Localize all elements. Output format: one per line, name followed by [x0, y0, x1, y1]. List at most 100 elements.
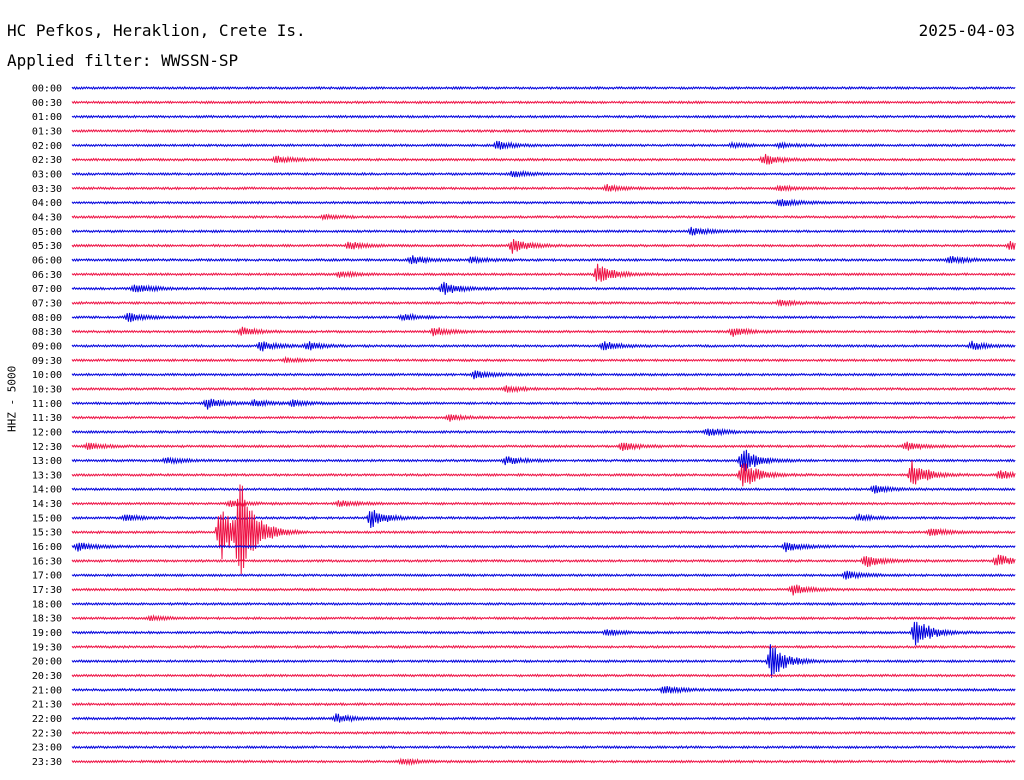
row-time-label: 02:30 [32, 155, 62, 166]
seismic-trace-row [71, 153, 1016, 165]
record-date: 2025-04-03 [918, 21, 1015, 40]
seismic-trace-row [71, 509, 1016, 529]
row-time-label: 21:30 [32, 700, 62, 711]
seismic-trace-row [71, 499, 1016, 508]
seismic-trace-row [71, 484, 1016, 575]
seismic-trace-row [71, 621, 1016, 646]
seismic-trace-row [71, 745, 1016, 750]
row-time-label: 12:00 [32, 427, 62, 438]
seismic-trace-row [71, 460, 1016, 487]
seismic-trace-row [71, 255, 1016, 265]
seismic-trace-row [71, 299, 1016, 308]
seismic-trace-row [71, 554, 1016, 568]
row-time-label: 06:00 [32, 255, 62, 266]
seismic-trace-row [71, 441, 1016, 451]
seismic-trace-row [71, 413, 1016, 422]
seismic-trace-row [71, 713, 1016, 723]
seismic-trace-row [71, 128, 1016, 134]
row-time-label: 07:00 [32, 284, 62, 295]
seismic-trace-row [71, 757, 1016, 766]
row-time-label: 09:00 [32, 341, 62, 352]
row-time-label: 15:00 [32, 513, 62, 524]
seismic-trace-row [71, 263, 1016, 282]
row-time-label: 19:30 [32, 642, 62, 653]
row-time-label: 17:00 [32, 571, 62, 582]
row-time-label: 05:30 [32, 241, 62, 252]
row-time-label: 22:30 [32, 728, 62, 739]
seismic-trace-row [71, 614, 1016, 622]
trace-rows [71, 85, 1016, 766]
row-time-label: 05:00 [32, 227, 62, 238]
row-time-label: 02:00 [32, 141, 62, 152]
row-time-label: 04:30 [32, 212, 62, 223]
row-time-label: 16:30 [32, 556, 62, 567]
seismic-trace-row [71, 644, 1016, 678]
row-time-label: 12:30 [32, 442, 62, 453]
row-time-label: 04:00 [32, 198, 62, 209]
row-time-label: 00:00 [32, 84, 62, 95]
row-time-label: 22:00 [32, 714, 62, 725]
row-time-label: 08:00 [32, 313, 62, 324]
row-time-label: 17:30 [32, 585, 62, 596]
row-time-label: 01:30 [32, 126, 62, 137]
seismic-trace-row [71, 340, 1016, 352]
seismic-trace-row [71, 370, 1016, 380]
seismic-trace-row [71, 183, 1016, 193]
seismic-trace-row [71, 601, 1016, 606]
row-time-label: 23:30 [32, 757, 62, 768]
seismic-trace-row [71, 685, 1016, 695]
row-time-label: 23:00 [32, 743, 62, 754]
seismic-trace-row [71, 398, 1016, 410]
row-time-label: 13:30 [32, 470, 62, 481]
row-time-label: 11:30 [32, 413, 62, 424]
row-time-label: 18:30 [32, 614, 62, 625]
station-title: HC Pefkos, Heraklion, Crete Is. [7, 21, 306, 40]
seismic-trace-row [71, 542, 1016, 553]
row-time-label: 10:00 [32, 370, 62, 381]
seismic-trace-row [71, 584, 1016, 596]
row-time-label: 00:30 [32, 98, 62, 109]
row-time-labels: 00:00 00:30 01:00 01:30 02:00 02:30 03:00 03:30… [32, 84, 62, 769]
row-time-label: 19:00 [32, 628, 62, 639]
seismic-trace-row [71, 427, 1016, 437]
row-time-label: 03:00 [32, 169, 62, 180]
seismic-trace-row [71, 312, 1016, 323]
seismic-trace-row [71, 644, 1016, 650]
row-time-label: 16:00 [32, 542, 62, 553]
row-time-label: 03:30 [32, 184, 62, 195]
row-time-label: 11:00 [32, 399, 62, 410]
row-time-label: 09:30 [32, 356, 62, 367]
seismic-trace-row [71, 239, 1016, 254]
row-time-label: 08:30 [32, 327, 62, 338]
row-time-label: 14:30 [32, 499, 62, 510]
row-time-label: 18:00 [32, 599, 62, 610]
seismic-trace-row [71, 385, 1016, 394]
row-time-label: 10:30 [32, 384, 62, 395]
row-time-label: 14:00 [32, 485, 62, 496]
row-time-label: 21:00 [32, 685, 62, 696]
row-time-label: 06:30 [32, 270, 62, 281]
seismic-trace-row [71, 114, 1016, 119]
filter-label: Applied filter: WWSSN-SP [7, 51, 239, 70]
seismic-trace-row [71, 85, 1016, 91]
row-time-label: 20:00 [32, 657, 62, 668]
seismic-trace-row [71, 449, 1016, 472]
seismic-trace-row [71, 673, 1016, 678]
seismic-trace-row [71, 730, 1016, 735]
row-time-label: 15:30 [32, 528, 62, 539]
seismic-trace-row [71, 140, 1016, 150]
row-time-label: 13:00 [32, 456, 62, 467]
seismic-trace-row [71, 213, 1016, 221]
seismic-trace-row [71, 702, 1016, 707]
seismic-trace-row [71, 485, 1016, 494]
seismic-trace-row [71, 226, 1016, 236]
seismic-trace-row [71, 326, 1016, 337]
seismic-trace-row [71, 281, 1016, 295]
seismic-trace-row [71, 570, 1016, 580]
seismic-trace-row [71, 169, 1016, 178]
row-time-label: 07:30 [32, 298, 62, 309]
seismic-trace-row [71, 355, 1016, 364]
row-time-label: 01:00 [32, 112, 62, 123]
row-time-label: 20:30 [32, 671, 62, 682]
